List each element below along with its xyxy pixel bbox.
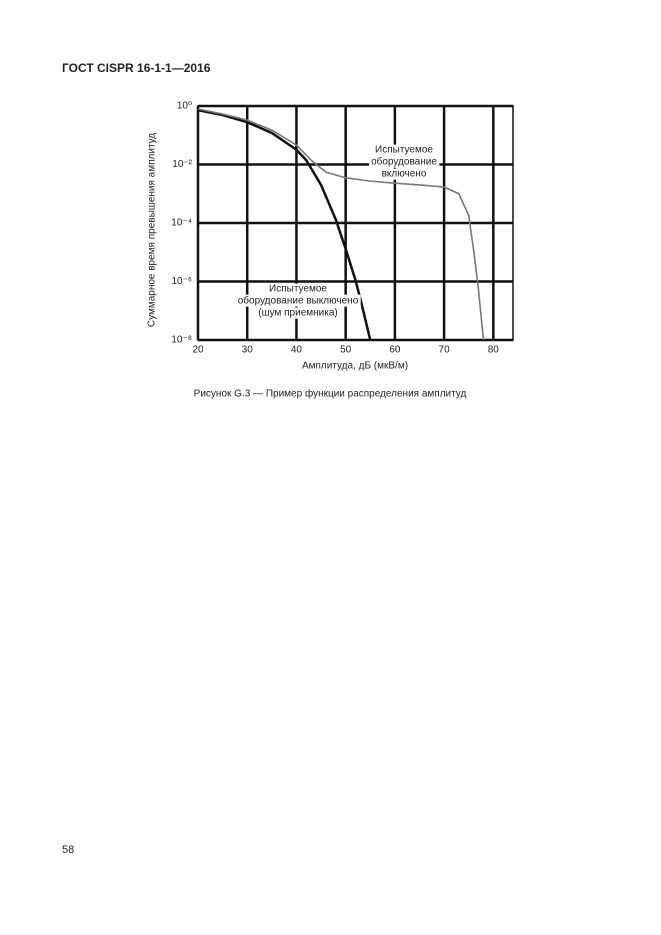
x-tick-label: 50 [340,345,352,356]
x-tick-label: 60 [389,345,401,356]
annotation: Испытуемое [375,145,433,156]
annotation: Испытуемое [269,284,327,295]
series-line [197,108,485,341]
annotation-bg [267,283,330,295]
annotation-bg [379,168,429,180]
annotation: (шум приемника) [258,308,338,319]
annotation-bg [369,155,440,168]
y-tick-label: 10⁻⁸ [171,335,192,346]
page-number: 58 [62,844,74,856]
annotation: включено [382,169,427,180]
x-tick-label: 40 [291,345,303,356]
x-tick-label: 30 [242,345,254,356]
x-tick-label: 80 [488,345,500,356]
y-axis-label: Суммарное время превышения амплитуд [147,133,158,327]
y-tick-label: 10⁻⁴ [171,218,192,229]
annotation: оборудование выключено [238,295,359,307]
x-tick-label: 70 [439,345,451,356]
header-title: ГОСТ CISPR 16-1-1—2016 [62,61,211,75]
figure-caption: Рисунок G.3 — Пример функции распределен… [194,388,467,400]
annotation-bg [235,294,361,307]
y-tick-label: 10⁻² [172,159,192,170]
y-tick-label: 10⁻⁶ [171,276,192,287]
y-tick-label: 10⁰ [177,101,192,112]
annotation-bg [256,307,340,319]
x-axis-label: Амплитуда, дБ (мкВ/м) [302,361,408,372]
x-tick-label: 20 [192,345,204,356]
annotation: оборудование [371,156,437,168]
annotation-bg [373,144,436,156]
